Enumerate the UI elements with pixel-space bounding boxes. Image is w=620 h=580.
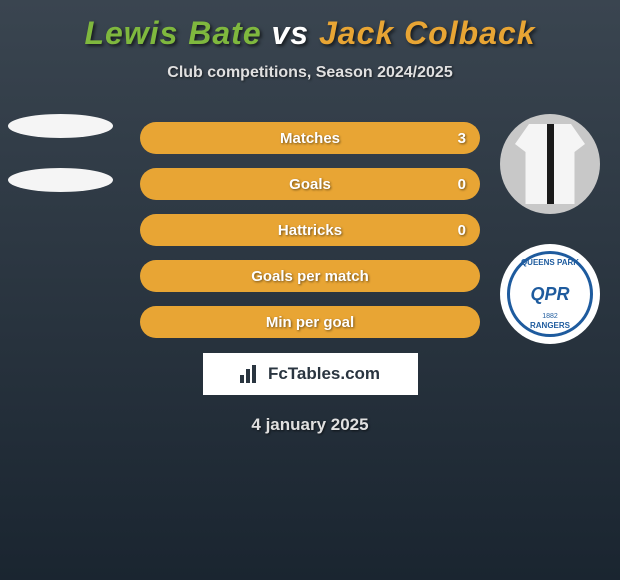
player1-name: Lewis Bate [84, 15, 261, 51]
left-avatars [8, 114, 113, 222]
stat-label: Hattricks [140, 222, 480, 239]
stat-label: Min per goal [140, 314, 480, 331]
date-text: 4 january 2025 [0, 415, 620, 435]
qpr-badge-inner: QUEENS PARK QPR 1882 RANGERS [507, 251, 593, 337]
stat-label: Goals per match [140, 268, 480, 285]
qpr-top-text: QUEENS PARK [510, 258, 590, 267]
chart-icon [240, 365, 262, 383]
stat-bar: Matches3 [140, 122, 480, 154]
stat-bar: Goals0 [140, 168, 480, 200]
subtitle: Club competitions, Season 2024/2025 [0, 64, 620, 82]
comparison-card: Lewis Bate vs Jack Colback Club competit… [0, 0, 620, 580]
stat-bar: Min per goal [140, 306, 480, 338]
right-avatars: QUEENS PARK QPR 1882 RANGERS [500, 114, 600, 344]
stat-bar: Goals per match [140, 260, 480, 292]
player1-club-placeholder [8, 168, 113, 192]
qpr-bottom-text: RANGERS [510, 321, 590, 330]
watermark-text: FcTables.com [268, 364, 380, 384]
player2-name: Jack Colback [319, 15, 536, 51]
stat-bars: Matches3Goals0Hattricks0Goals per matchM… [140, 122, 480, 338]
jersey-icon [515, 124, 585, 204]
player2-avatar [500, 114, 600, 214]
stat-value-right: 0 [458, 222, 466, 239]
player2-club-logo: QUEENS PARK QPR 1882 RANGERS [500, 244, 600, 344]
player1-avatar-placeholder [8, 114, 113, 138]
vs-text: vs [272, 15, 319, 51]
stat-value-right: 3 [458, 130, 466, 147]
stat-label: Goals [140, 176, 480, 193]
watermark: FcTables.com [203, 353, 418, 395]
qpr-center-text: QPR [530, 284, 569, 305]
stats-area: QUEENS PARK QPR 1882 RANGERS Matches3 Goa… [0, 122, 620, 435]
page-title: Lewis Bate vs Jack Colback [0, 15, 620, 52]
stat-value-right: 0 [458, 176, 466, 193]
qpr-year: 1882 [542, 313, 558, 320]
stat-bar: Hattricks0 [140, 214, 480, 246]
stat-label: Matches [140, 130, 480, 147]
